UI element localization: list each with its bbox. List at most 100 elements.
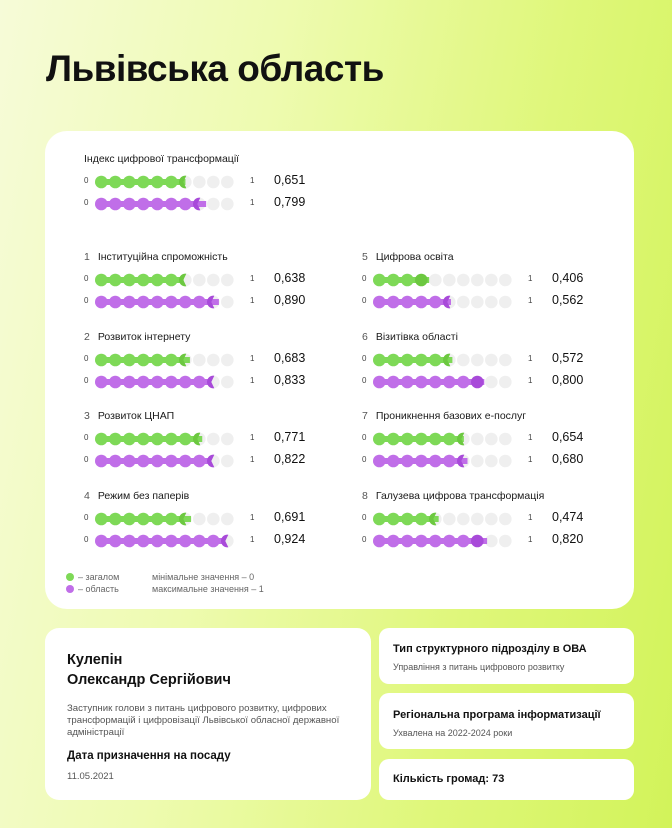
filled-dot xyxy=(109,375,122,389)
filled-dot xyxy=(193,375,206,389)
scale-dot xyxy=(499,454,512,468)
index-card xyxy=(45,131,634,609)
scale-max-label: 1 xyxy=(250,376,255,385)
scale-min-label: 0 xyxy=(84,376,89,385)
page-title: Львівська область xyxy=(46,48,384,89)
filled-dot xyxy=(193,534,206,548)
filled-dot xyxy=(95,454,108,468)
info-card-unit-type: Тип структурного підрозділу в ОВА Управл… xyxy=(379,628,634,684)
partial-dot xyxy=(178,273,187,287)
scale-dot xyxy=(485,295,498,309)
filled-dot xyxy=(429,353,442,367)
filled-dot xyxy=(109,512,122,526)
value-region: 0,799 xyxy=(274,195,306,209)
filled-dot xyxy=(387,295,400,309)
filled-dot xyxy=(401,375,414,389)
category-name: Цифрова освіта xyxy=(375,251,454,263)
scale-dot xyxy=(471,432,484,446)
filled-dot xyxy=(95,295,108,309)
scale-dot xyxy=(499,353,512,367)
category-general-row: 0 1 0,771 xyxy=(84,430,344,446)
dot-scale-region xyxy=(95,197,234,211)
partial-dot xyxy=(456,432,465,446)
scale-dot xyxy=(485,534,498,548)
value-general: 0,771 xyxy=(274,430,306,444)
green-dot-icon xyxy=(66,573,74,581)
dot-scale-region xyxy=(95,454,234,468)
dot-scale-general xyxy=(95,273,234,287)
filled-dot xyxy=(137,353,150,367)
filled-dot xyxy=(401,432,414,446)
communities-count: Кількість громад: 73 xyxy=(393,773,505,785)
dot-scale-general xyxy=(373,432,512,446)
category-general-row: 0 1 0,654 xyxy=(362,430,622,446)
dot-scale-region xyxy=(95,295,234,309)
scale-dot xyxy=(221,454,234,468)
scale-dot xyxy=(485,512,498,526)
scale-dot xyxy=(443,273,456,287)
partial-dot xyxy=(220,534,229,548)
scale-dot xyxy=(193,512,206,526)
filled-dot xyxy=(193,295,206,309)
filled-dot xyxy=(109,353,122,367)
filled-dot xyxy=(387,454,400,468)
dot-scale-general xyxy=(373,353,512,367)
filled-dot xyxy=(151,512,164,526)
filled-dot xyxy=(401,454,414,468)
dot-scale-region xyxy=(373,454,512,468)
partial-dot xyxy=(178,175,187,189)
value-region: 0,680 xyxy=(552,452,584,466)
filled-dot xyxy=(387,534,400,548)
scale-dot xyxy=(499,295,512,309)
scale-max-label: 1 xyxy=(528,535,533,544)
filled-dot xyxy=(179,375,192,389)
filled-dot xyxy=(109,295,122,309)
scale-max-label: 1 xyxy=(528,376,533,385)
value-region: 0,833 xyxy=(274,373,306,387)
partial-dot xyxy=(178,353,187,367)
category-name: Режим без паперів xyxy=(97,490,190,502)
filled-dot xyxy=(401,512,414,526)
scale-min-label: 0 xyxy=(84,354,89,363)
scale-dot xyxy=(471,295,484,309)
category-number: 7 xyxy=(362,410,368,422)
filled-dot xyxy=(165,197,178,211)
category-title: 5 Цифрова освіта xyxy=(362,251,454,263)
official-name: Кулепін Олександр Сергійович xyxy=(67,650,231,690)
dot-scale-general xyxy=(95,353,234,367)
scale-dot xyxy=(471,454,484,468)
filled-dot xyxy=(137,512,150,526)
filled-dot xyxy=(457,375,470,389)
value-general: 0,651 xyxy=(274,173,306,187)
scale-max-label: 1 xyxy=(528,274,533,283)
partial-dot xyxy=(206,295,215,309)
filled-dot xyxy=(165,273,178,287)
filled-dot xyxy=(373,295,386,309)
filled-dot xyxy=(415,534,428,548)
filled-dot xyxy=(109,273,122,287)
filled-dot xyxy=(123,454,136,468)
filled-dot xyxy=(373,375,386,389)
scale-min-label: 0 xyxy=(84,513,89,522)
filled-dot xyxy=(443,454,456,468)
filled-dot xyxy=(179,534,192,548)
filled-dot xyxy=(165,353,178,367)
program-heading: Регіональна програма інформатизації xyxy=(393,709,601,721)
filled-dot xyxy=(415,295,428,309)
scale-max-label: 1 xyxy=(250,513,255,522)
value-general: 0,406 xyxy=(552,271,584,285)
filled-dot xyxy=(443,432,456,446)
filled-dot xyxy=(429,432,442,446)
category-title: 2 Розвиток інтернету xyxy=(84,331,190,343)
partial-dot xyxy=(192,432,201,446)
scale-dot xyxy=(221,175,234,189)
category-region-row: 0 1 0,833 xyxy=(84,373,344,389)
filled-dot xyxy=(429,454,442,468)
filled-dot xyxy=(137,175,150,189)
scale-min-label: 0 xyxy=(84,455,89,464)
filled-dot xyxy=(415,375,428,389)
scale-dot xyxy=(499,534,512,548)
scale-dot xyxy=(499,512,512,526)
filled-dot xyxy=(151,534,164,548)
filled-dot xyxy=(415,512,428,526)
